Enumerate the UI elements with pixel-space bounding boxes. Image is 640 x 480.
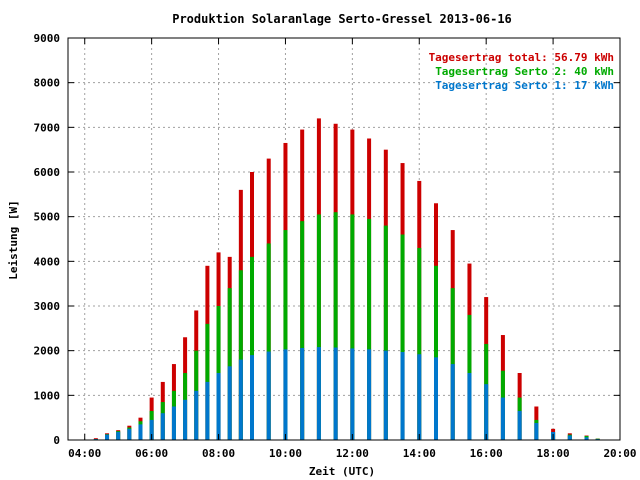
bar	[584, 437, 589, 440]
bar	[417, 247, 422, 440]
ticks: 0 1000 2000 3000 4000 5000 6000 7000 8000 9000 04:…	[34, 32, 637, 460]
bars	[82, 118, 600, 441]
x-axis-label: Zeit (UTC)	[309, 465, 375, 478]
y-tick-label: 7000	[34, 121, 61, 134]
bar	[183, 399, 188, 440]
bar	[333, 212, 338, 440]
bar	[450, 288, 455, 440]
y-tick-label: 8000	[34, 77, 61, 90]
bar	[500, 397, 505, 440]
bar	[250, 355, 254, 440]
bar	[238, 270, 243, 440]
bar	[266, 243, 271, 440]
bar	[138, 424, 143, 440]
bar	[238, 359, 243, 440]
bar	[194, 390, 199, 440]
x-tick-label: 10:00	[269, 447, 302, 460]
series-serto-1	[82, 347, 600, 440]
x-tick-label: 20:00	[603, 447, 636, 460]
bar	[316, 347, 321, 440]
plot-frame	[67, 37, 621, 441]
series-total	[82, 118, 600, 441]
bar	[450, 364, 455, 440]
bar	[316, 214, 321, 440]
series-serto-2	[82, 212, 600, 440]
bar	[300, 347, 305, 440]
bar	[300, 221, 305, 440]
bar	[350, 348, 355, 440]
bar	[383, 225, 388, 440]
bar	[517, 410, 522, 440]
y-tick-label: 5000	[34, 211, 61, 224]
bar	[434, 357, 438, 440]
bar	[250, 256, 254, 440]
bar	[350, 214, 355, 440]
bar	[333, 347, 338, 440]
bar	[367, 218, 372, 440]
bar	[127, 428, 132, 440]
bar	[534, 423, 539, 440]
y-tick-label: 2000	[34, 345, 61, 358]
legend-entry: Tagesertrag total: 56.79 kWh	[429, 51, 614, 64]
bar	[567, 435, 572, 440]
legend-entry: Tagesertrag Serto 2: 40 kWh	[435, 65, 614, 78]
bar	[160, 413, 165, 440]
x-tick-label: 12:00	[336, 447, 369, 460]
bar	[227, 366, 232, 440]
bar	[216, 373, 221, 440]
bar	[400, 352, 405, 440]
bar	[484, 384, 489, 440]
bar	[116, 431, 121, 440]
bar	[283, 349, 288, 440]
bar	[149, 419, 154, 440]
x-tick-label: 16:00	[470, 447, 503, 460]
bar	[283, 230, 288, 440]
y-tick-label: 1000	[34, 389, 61, 402]
chart-title: Produktion Solaranlage Serto-Gressel 201…	[172, 12, 512, 26]
bar	[467, 373, 472, 440]
bar	[400, 234, 405, 440]
bar	[205, 381, 210, 440]
bar	[105, 434, 110, 440]
bar	[434, 265, 438, 440]
x-tick-label: 08:00	[202, 447, 235, 460]
y-tick-label: 6000	[34, 166, 61, 179]
y-tick-label: 4000	[34, 255, 61, 268]
x-tick-label: 14:00	[403, 447, 436, 460]
legend-entry: Tagesertrag Serto 1: 17 kWh	[435, 79, 614, 92]
bar	[266, 351, 271, 440]
y-tick-label: 9000	[34, 32, 61, 45]
grid	[68, 38, 620, 440]
y-tick-label: 3000	[34, 300, 61, 313]
bar	[367, 349, 372, 440]
y-tick-label: 0	[53, 434, 60, 447]
bar	[383, 350, 388, 440]
bar	[417, 354, 422, 440]
x-tick-label: 06:00	[135, 447, 168, 460]
bar	[171, 406, 176, 440]
legend: Tagesertrag total: 56.79 kWhTagesertrag …	[429, 51, 614, 92]
bar	[227, 288, 232, 440]
x-tick-label: 18:00	[537, 447, 570, 460]
x-tick-label: 04:00	[68, 447, 101, 460]
y-axis-label: Leistung [W]	[7, 200, 20, 279]
